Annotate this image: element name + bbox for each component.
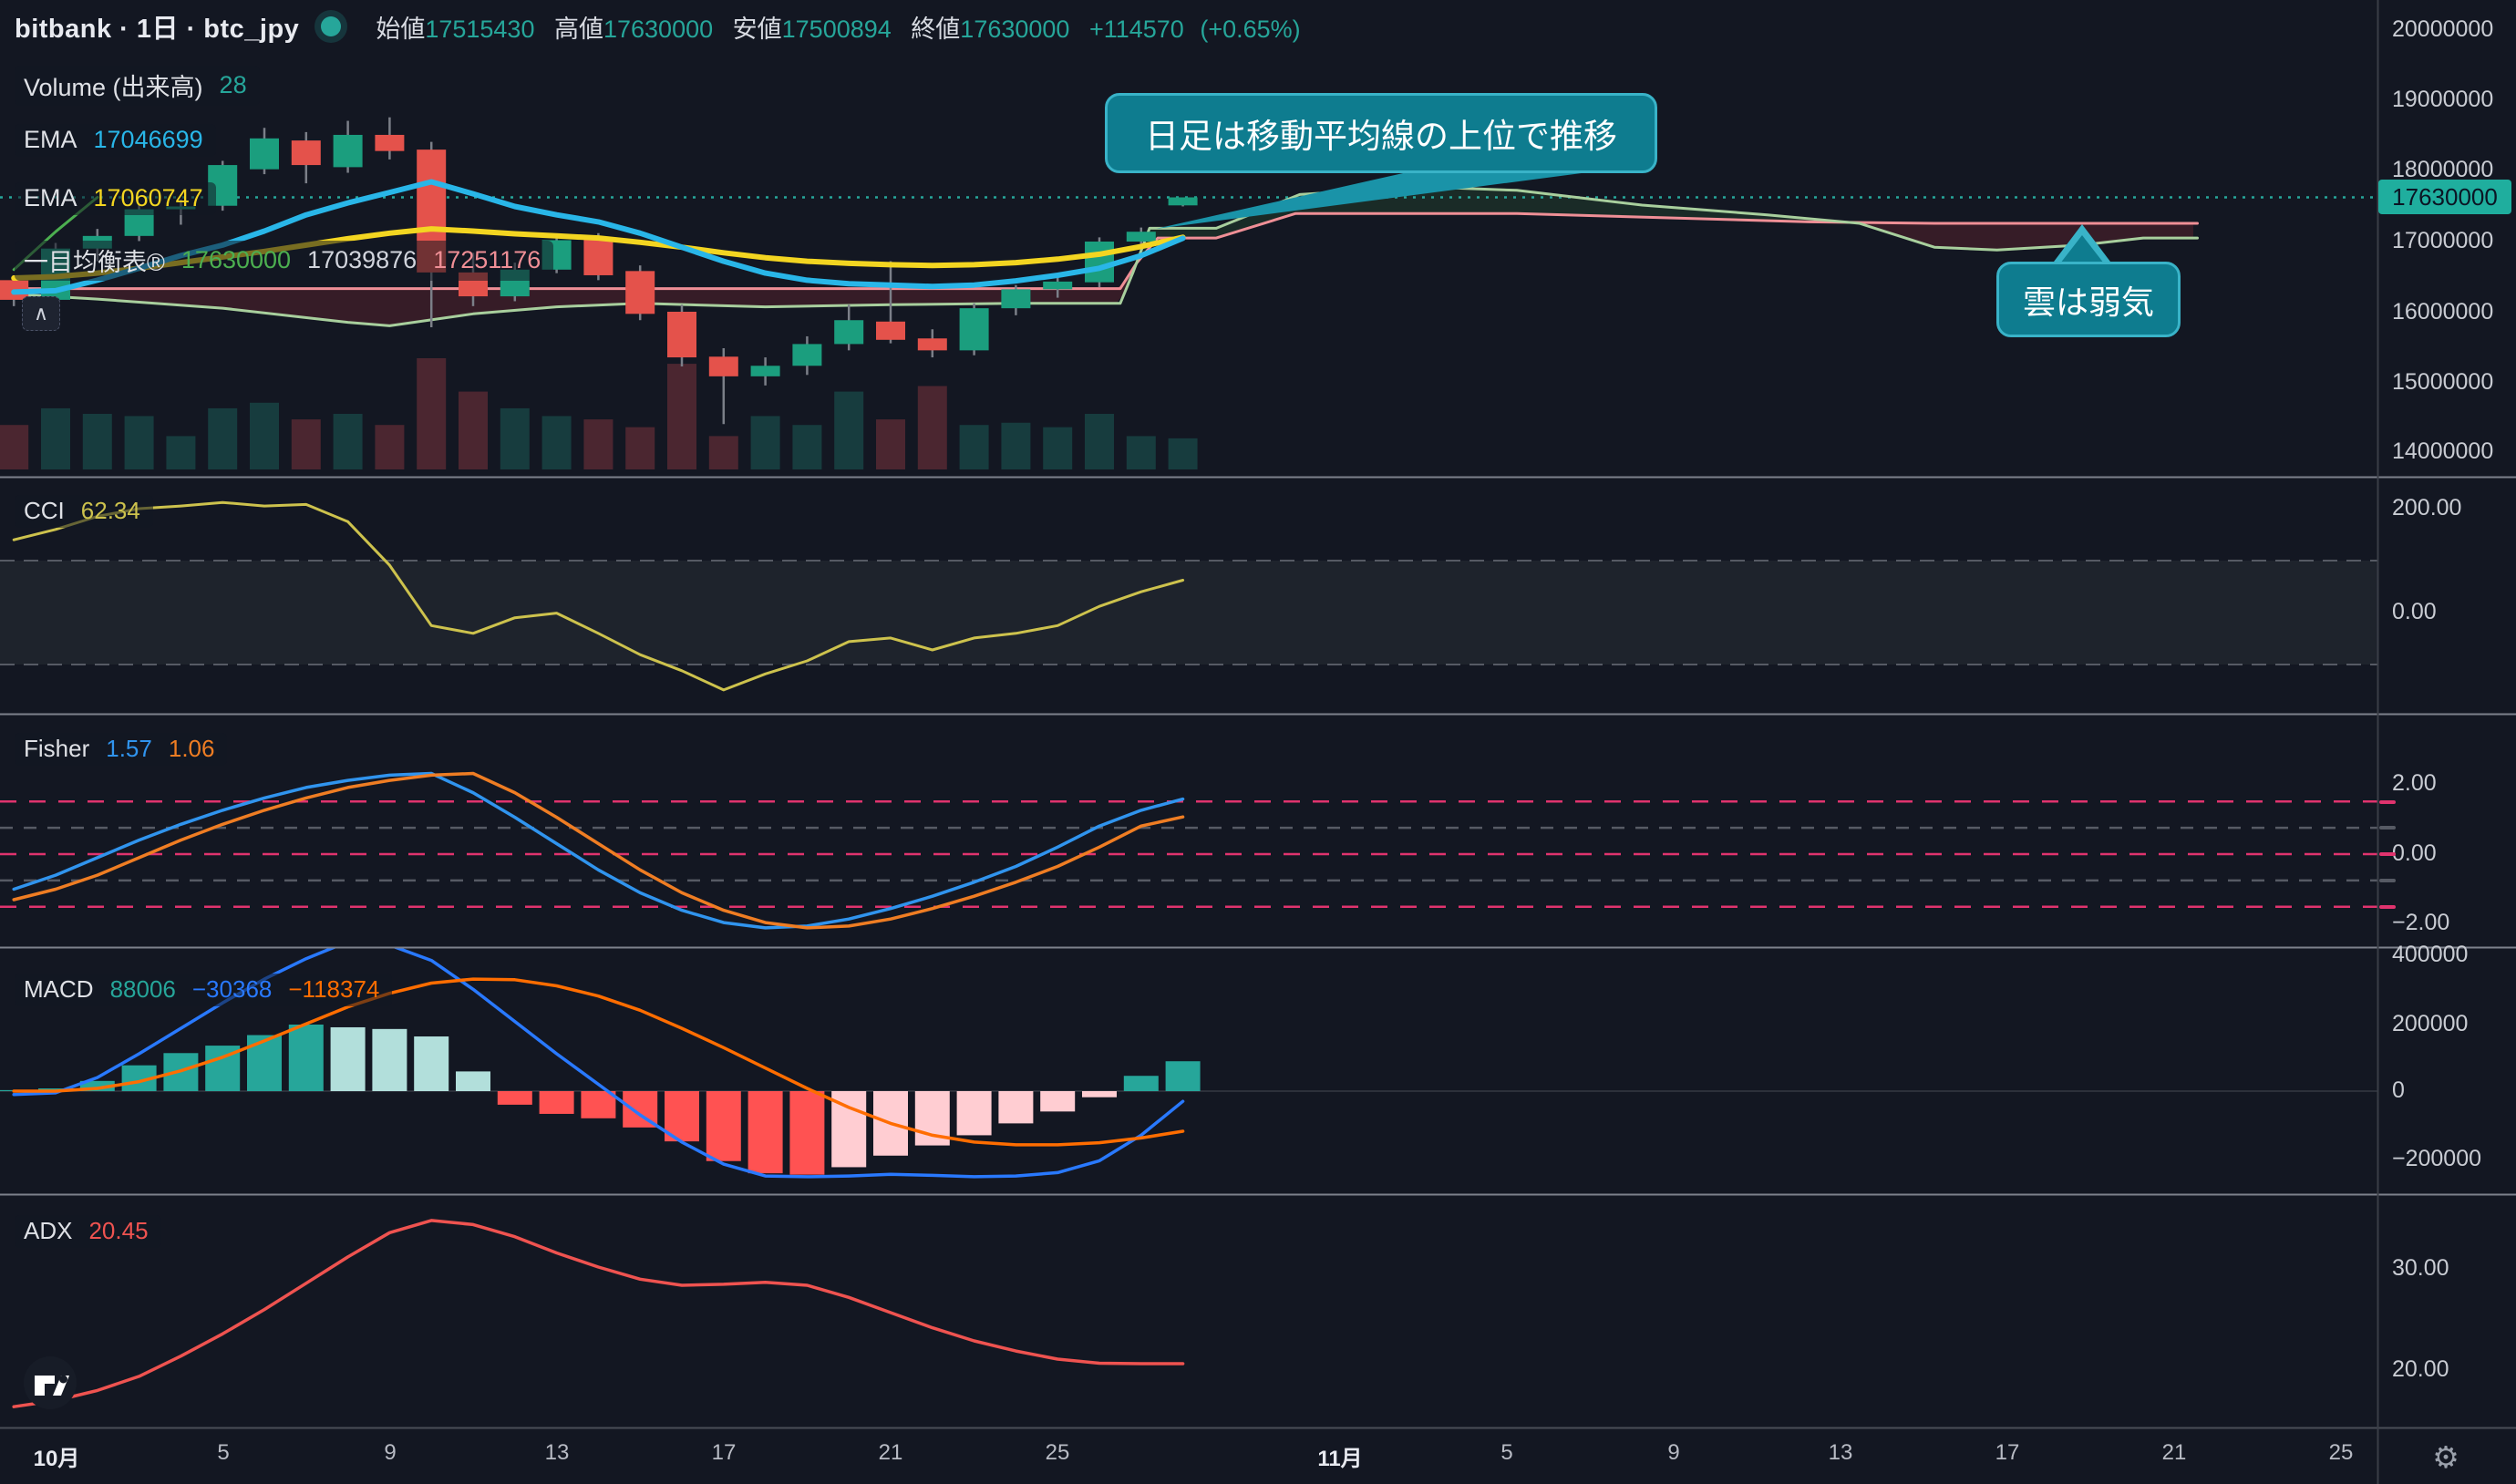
change-percent: (+0.65%) — [1200, 15, 1301, 43]
high-value: 17630000 — [603, 15, 714, 43]
time-axis-label: 9 — [384, 1440, 397, 1465]
ichimoku-lagging-value: 17630000 — [180, 246, 292, 273]
gear-icon: ⚙ — [2432, 1439, 2459, 1474]
price-scale-label: 30.00 — [2392, 1255, 2449, 1281]
price-scale-label: 17000000 — [2392, 228, 2494, 253]
tradingview-logo-icon — [35, 1376, 55, 1396]
cci-label: CCI — [24, 497, 65, 524]
ohlc-readout: 始値17515430 高値17630000 安値17500894 終値17630… — [363, 9, 1300, 45]
ichimoku-lead-b-value: 17251176 — [433, 246, 541, 273]
legend-cci[interactable]: CCI 62.34 — [15, 495, 153, 528]
fisher-level-tick — [2379, 826, 2396, 830]
low-label: 安値 — [732, 15, 782, 43]
legend-fisher[interactable]: Fisher 1.57 1.06 — [15, 733, 228, 766]
symbol-title[interactable]: bitbank · 1日 · btc_jpy — [15, 15, 300, 44]
legend-volume[interactable]: Volume (出来高) 28 — [15, 66, 260, 106]
change-value: +114570 — [1088, 15, 1184, 43]
price-scale-label: 0.00 — [2392, 840, 2437, 866]
price-scale-label: 18000000 — [2392, 157, 2494, 182]
chart-header: bitbank · 1日 · btc_jpy 始値17515430 高値1763… — [15, 7, 1301, 46]
fisher-level-tick — [2379, 852, 2396, 856]
price-scale-label: −200000 — [2392, 1146, 2482, 1171]
macd-signal-value: −118374 — [288, 975, 380, 1003]
volume-legend-label: Volume (出来高) — [24, 74, 203, 101]
price-scale-label: 0 — [2392, 1077, 2405, 1103]
legend-adx[interactable]: ADX 20.45 — [15, 1215, 161, 1248]
cci-value: 62.34 — [80, 497, 140, 524]
time-axis-label: 21 — [878, 1440, 903, 1465]
legend-ema-slow[interactable]: EMA 17060747 — [15, 182, 216, 215]
price-scale-label: 20.00 — [2392, 1356, 2449, 1382]
time-axis-label: 13 — [1828, 1440, 1853, 1465]
ichimoku-label: 一目均衡表® — [24, 249, 165, 276]
time-axis[interactable]: 10月 5 9 13 17 21 25 11月 5 9 13 17 21 25 — [0, 1427, 2516, 1484]
price-scale-label: 0.00 — [2392, 599, 2437, 624]
tradingview-logo-dot — [59, 1375, 67, 1384]
price-scale-label: 20000000 — [2392, 16, 2494, 42]
legend-ichimoku[interactable]: 一目均衡表® 17630000 17039876 17251176 — [15, 241, 554, 281]
ema-slow-value: 17060747 — [93, 184, 203, 211]
adx-label: ADX — [24, 1217, 73, 1244]
fisher-label: Fisher — [24, 735, 90, 762]
close-value: 17630000 — [960, 15, 1070, 43]
time-axis-label: 5 — [1500, 1440, 1513, 1465]
adx-value: 20.45 — [88, 1217, 149, 1244]
high-label: 高値 — [553, 15, 603, 43]
fisher-level-tick — [2379, 879, 2396, 882]
time-axis-label: 11月 — [1317, 1447, 1363, 1471]
low-value: 17500894 — [781, 15, 892, 43]
time-axis-label: 13 — [544, 1440, 570, 1465]
time-axis-label: 17 — [1995, 1440, 2020, 1465]
price-scale[interactable]: 17630000 20000000 19000000 18000000 1700000… — [2377, 0, 2516, 1484]
price-scale-label: 200000 — [2392, 1011, 2469, 1036]
volume-legend-value: 28 — [219, 71, 247, 98]
price-scale-label: 14000000 — [2392, 438, 2494, 464]
callout-bearish-cloud-text: 雲は弱気 — [2022, 283, 2154, 321]
open-label: 始値 — [376, 15, 426, 43]
price-scale-label: 15000000 — [2392, 369, 2494, 395]
time-axis-label: 5 — [217, 1440, 230, 1465]
tradingview-logo[interactable] — [22, 1355, 78, 1411]
price-scale-label: 200.00 — [2392, 495, 2462, 520]
fisher-trigger-value: 1.06 — [168, 735, 215, 762]
time-axis-label: 25 — [2328, 1440, 2354, 1465]
close-label: 終値 — [911, 15, 961, 43]
fisher-level-tick — [2379, 800, 2396, 804]
ema-fast-value: 17046699 — [93, 126, 203, 153]
time-axis-label: 25 — [1045, 1440, 1070, 1465]
open-value: 17515430 — [425, 15, 535, 43]
legend-ema-fast[interactable]: EMA 17046699 — [15, 124, 216, 157]
price-scale-label: 16000000 — [2392, 299, 2494, 325]
ichimoku-lead-a-value: 17039876 — [307, 246, 418, 273]
ema-fast-label: EMA — [24, 126, 77, 153]
chevron-up-icon: ∧ — [33, 302, 49, 325]
price-scale-label: 19000000 — [2392, 87, 2494, 112]
callout-moving-average[interactable]: 日足は移動平均線の上位で推移 — [1105, 93, 1657, 173]
market-status-icon — [321, 16, 342, 36]
macd-label: MACD — [24, 975, 94, 1003]
time-axis-settings-button[interactable]: ⚙ — [2425, 1437, 2467, 1477]
time-axis-label: 21 — [2161, 1440, 2187, 1465]
price-scale-label: −2.00 — [2392, 910, 2450, 935]
fisher-value: 1.57 — [106, 735, 152, 762]
time-axis-label: 10月 — [33, 1447, 80, 1471]
legend-macd[interactable]: MACD 88006 −30368 −118374 — [15, 974, 393, 1006]
macd-line-value: −30368 — [191, 975, 273, 1003]
ema-slow-label: EMA — [24, 184, 77, 211]
fisher-level-tick — [2379, 905, 2396, 909]
current-price-badge: 17630000 — [2378, 180, 2511, 215]
callout-moving-average-text: 日足は移動平均線の上位で推移 — [1145, 118, 1617, 155]
time-axis-label: 9 — [1667, 1440, 1680, 1465]
macd-hist-value: 88006 — [109, 975, 176, 1003]
price-scale-label: 2.00 — [2392, 770, 2437, 796]
callout-bearish-cloud[interactable]: 雲は弱気 — [1996, 262, 2181, 337]
legend-expand-button[interactable]: ∧ — [22, 296, 60, 331]
price-scale-label: 400000 — [2392, 942, 2469, 967]
time-axis-label: 17 — [711, 1440, 737, 1465]
